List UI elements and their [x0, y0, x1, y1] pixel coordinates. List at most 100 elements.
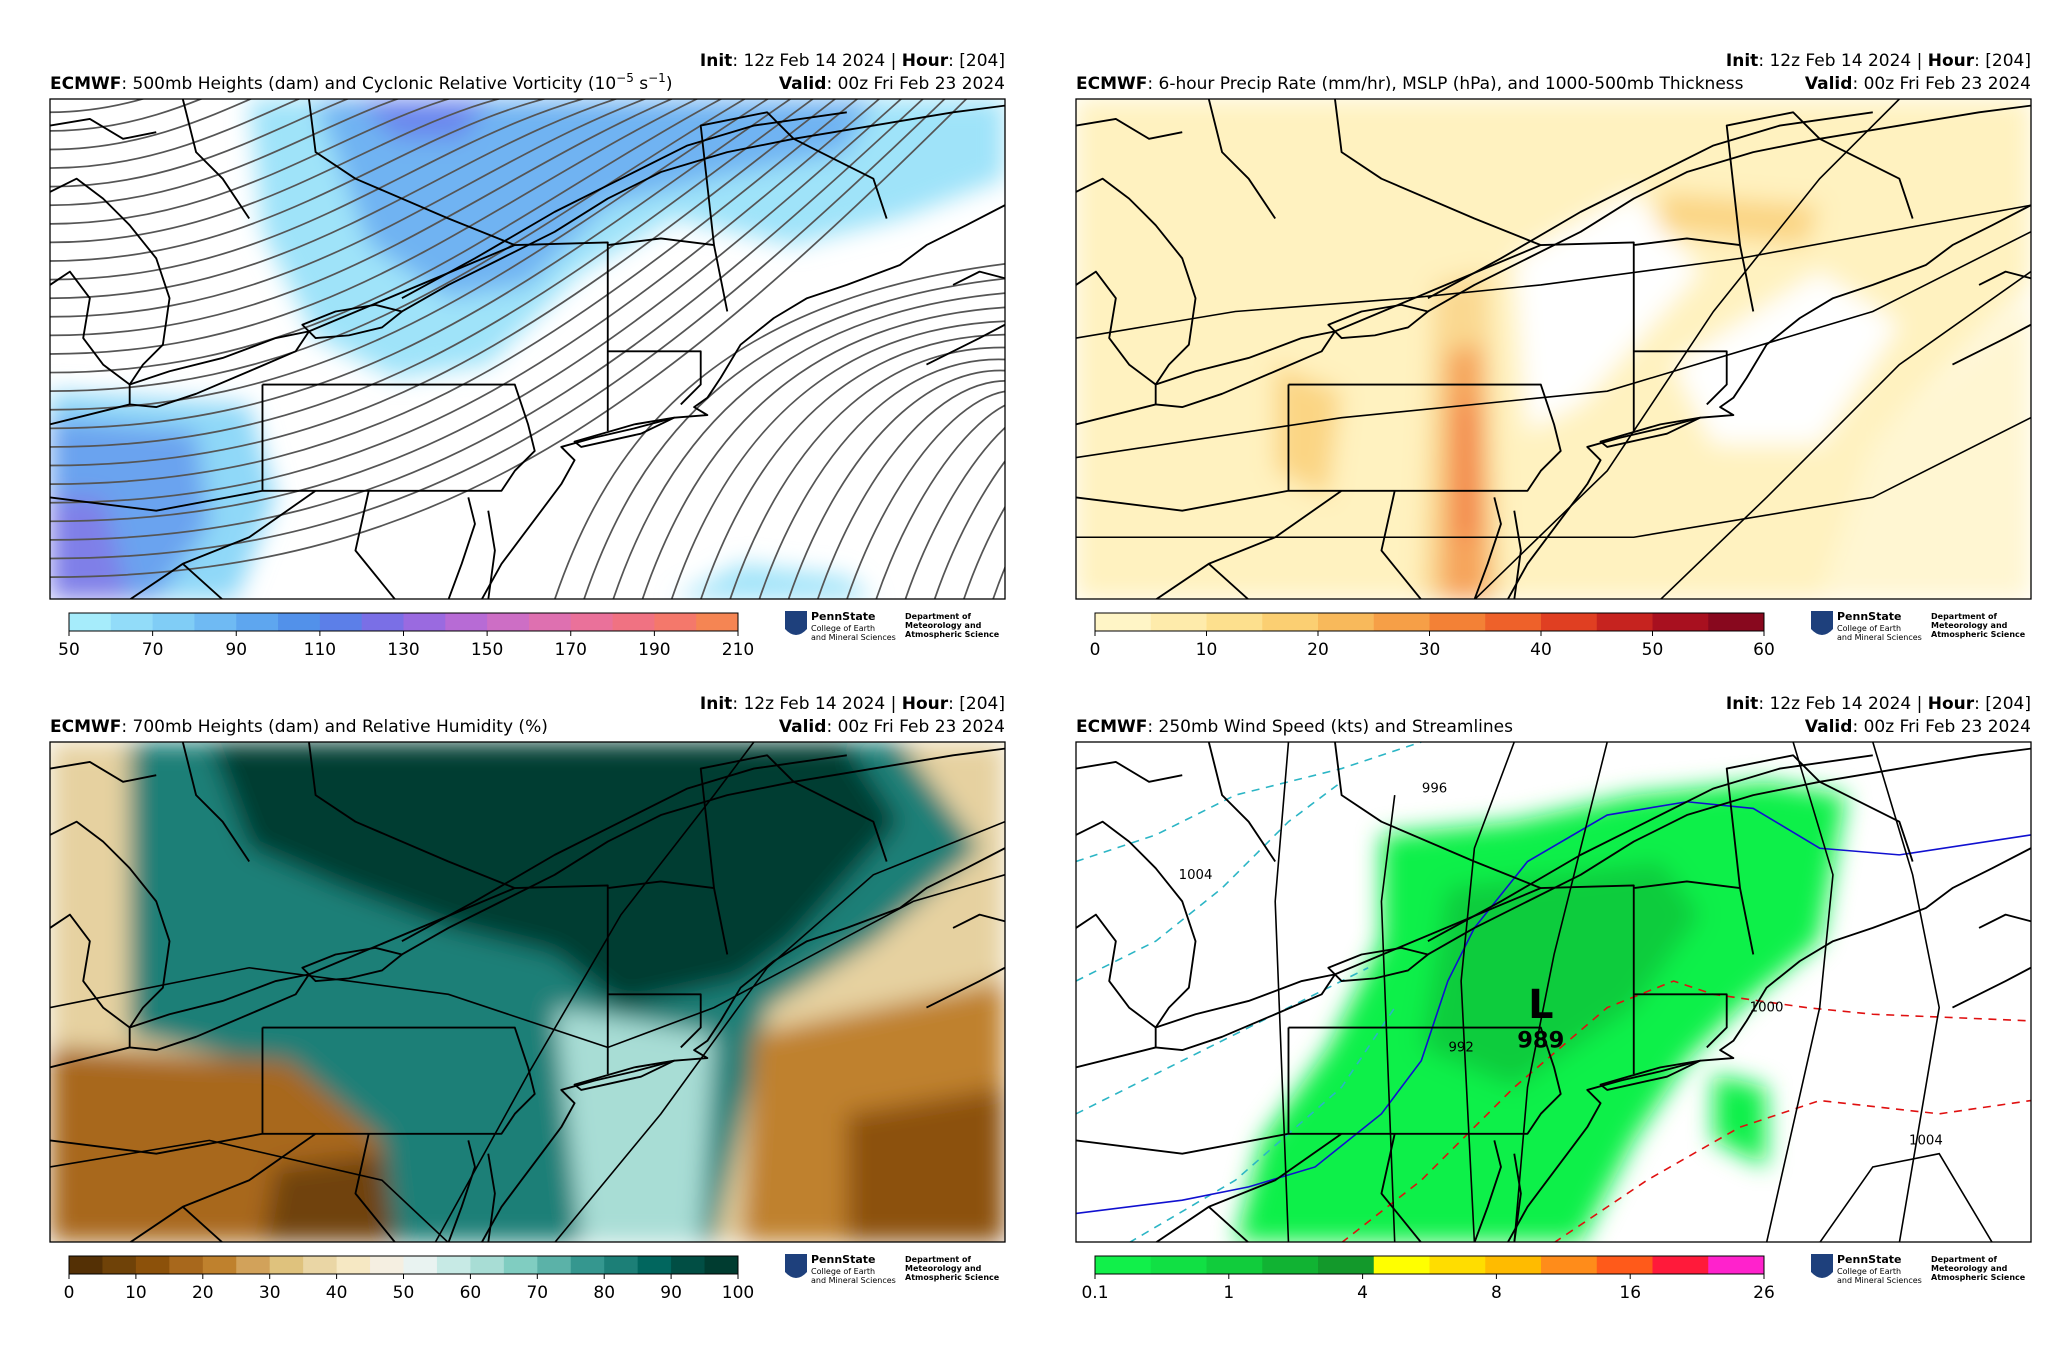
map-layers	[50, 99, 1005, 599]
streamline	[583, 277, 1005, 599]
valid-line: Valid: 00z Fri Feb 23 2024	[779, 74, 1005, 94]
colorbar-segment	[303, 1256, 338, 1274]
streamline	[50, 99, 204, 132]
streamline	[50, 99, 401, 207]
map-label: 1004	[1179, 868, 1213, 883]
colorbar-segment	[503, 1256, 538, 1274]
colorbar-segment	[436, 1256, 471, 1274]
init-text: : 12z Feb 14 2024 |	[732, 694, 901, 714]
contour	[1659, 270, 2031, 599]
logo-dept: Atmospheric Science	[1931, 1273, 2026, 1282]
colorbar-tick-label: 190	[638, 640, 670, 660]
map-frame	[49, 98, 1006, 600]
logo-name: PennState	[811, 610, 876, 623]
colorbar-segment	[202, 1256, 237, 1274]
contour	[1076, 781, 1343, 982]
colorbar-tick-label: 50	[58, 640, 80, 660]
streamline	[933, 460, 1005, 599]
shading-area	[675, 563, 873, 599]
contour	[1274, 742, 1290, 1242]
colorbar-tick-label: 60	[1753, 640, 1775, 660]
title-text: )	[666, 74, 673, 94]
colorbar-segment	[1708, 613, 1765, 631]
map-frame	[49, 741, 1006, 1243]
colorbar-segment	[1485, 1256, 1542, 1274]
colorbar-segment	[110, 613, 154, 631]
colorbar-tick-label: 0	[1090, 640, 1101, 660]
colorbar-segment	[269, 1256, 304, 1274]
title-superscript: −1	[648, 71, 666, 85]
init-label: Init	[1726, 51, 1758, 71]
map	[50, 742, 1005, 1242]
logo-shield	[785, 1254, 807, 1278]
streamline	[50, 99, 648, 318]
logo-college: and Mineral Sciences	[811, 1276, 896, 1285]
contour	[1872, 742, 1941, 1242]
colorbar-tick-label: 40	[326, 1283, 348, 1303]
contour	[554, 820, 1005, 1242]
streamline	[50, 99, 903, 523]
colorbar-segment	[336, 1256, 371, 1274]
streamline	[641, 306, 1005, 599]
colorbar-segment	[1485, 613, 1542, 631]
colorbar-segment	[528, 613, 572, 631]
streamline	[758, 358, 1005, 599]
map-label: 989	[1517, 1027, 1564, 1053]
streamline	[50, 99, 619, 300]
contour	[1341, 980, 2031, 1242]
title-text: : 6-hour Precip Rate (mm/hr), MSLP (hPa)…	[1147, 74, 1743, 94]
colorbar-segment	[1150, 1256, 1207, 1274]
contour	[1380, 795, 1396, 1242]
streamline	[50, 99, 946, 560]
shading-area	[262, 1153, 396, 1242]
colorbar-frame	[1094, 1255, 1765, 1275]
colorbar-segment	[403, 613, 446, 631]
hour-text: : [204]	[948, 51, 1005, 71]
colorbar-segment	[319, 613, 363, 631]
colorbar-tick-label: 70	[526, 1283, 548, 1303]
streamline	[50, 99, 253, 151]
colorbar-segment	[1429, 1256, 1486, 1274]
colorbar-segment	[704, 1256, 739, 1274]
shading-area	[355, 99, 489, 139]
map-frame	[1075, 98, 2032, 600]
contour	[1513, 742, 1608, 1242]
valid-line: Valid: 00z Fri Feb 23 2024	[779, 717, 1005, 737]
colorbar-segment	[69, 1256, 103, 1274]
colorbar-segment	[135, 1256, 170, 1274]
shading	[1076, 99, 2031, 599]
colorbar-tick-label: 170	[555, 640, 587, 660]
colorbar-segment	[169, 1256, 204, 1274]
colorbar-tick-label: 80	[593, 1283, 615, 1303]
logo-shield	[785, 611, 807, 635]
logo-dept: Meteorology and	[1931, 621, 2008, 630]
streamline	[787, 369, 1005, 599]
colorbar-tick-label: 40	[1530, 640, 1552, 660]
hour-label: Hour	[1928, 694, 1975, 714]
streamline	[50, 99, 723, 374]
streamline	[50, 99, 747, 393]
contour	[1076, 742, 1422, 863]
colorbar-segment	[1150, 613, 1207, 631]
colorbar-segment	[1596, 1256, 1653, 1274]
hour-text: : [204]	[1974, 694, 2031, 714]
logo-dept: Department of	[905, 612, 972, 621]
valid-text: : 00z Fri Feb 23 2024	[826, 74, 1005, 94]
init-line: Init: 12z Feb 14 2024 | Hour: [204]	[700, 694, 1005, 714]
logo-name: PennState	[1837, 610, 1902, 623]
valid-text: : 00z Fri Feb 23 2024	[826, 717, 1005, 737]
logo-shield	[1811, 1254, 1833, 1278]
colorbar-tick-label: 70	[142, 640, 164, 660]
logo-dept: Meteorology and	[1931, 1264, 2008, 1273]
valid-line: Valid: 00z Fri Feb 23 2024	[1805, 717, 2031, 737]
logo-college: and Mineral Sciences	[1837, 633, 1922, 642]
model-name: ECMWF	[1076, 74, 1147, 94]
logo-dept: Atmospheric Science	[905, 1273, 1000, 1282]
valid-label: Valid	[1805, 74, 1853, 94]
colorbar-tick-label: 8	[1491, 1283, 1502, 1303]
init-label: Init	[1726, 694, 1758, 714]
contour	[1765, 742, 1834, 1242]
colorbar-tick-label: 1	[1223, 1283, 1234, 1303]
